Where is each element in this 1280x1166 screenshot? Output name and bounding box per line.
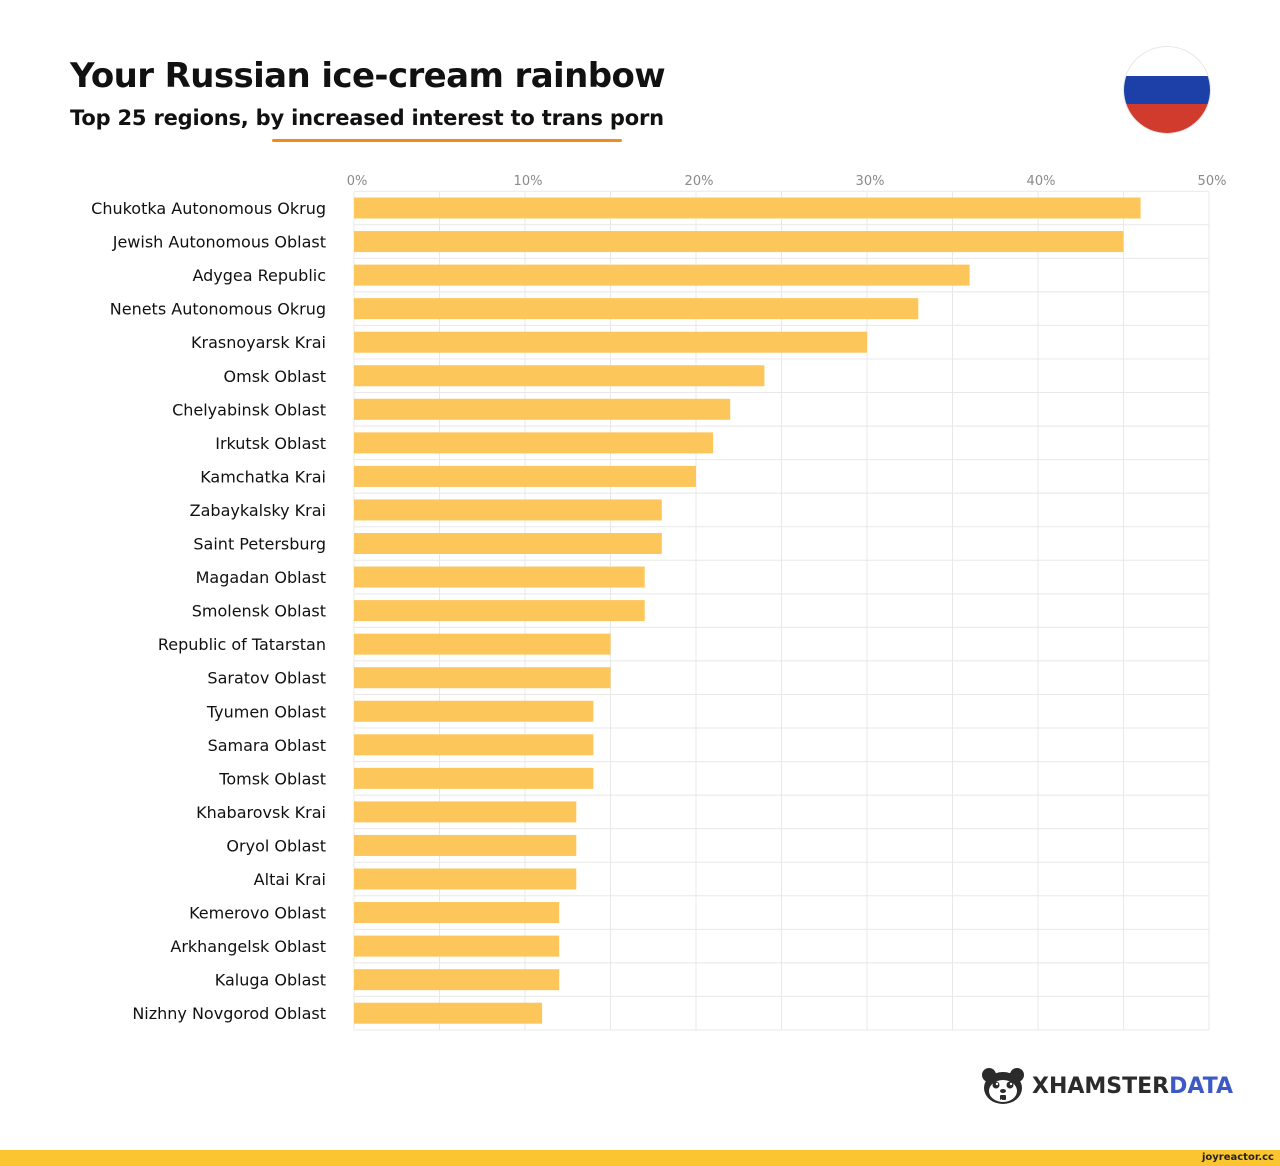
bar — [354, 734, 594, 756]
bar — [354, 600, 645, 622]
chart-title: Your Russian ice-cream rainbow — [70, 56, 666, 96]
bar-chart: 0% 10% 20% 30% 40% 50% Chukotka Autonomous Ok… — [91, 174, 1227, 1031]
x-tick-label: 50% — [1198, 174, 1227, 189]
bar — [354, 533, 662, 554]
bar — [354, 935, 560, 957]
category-label: Irkutsk Oblast — [215, 434, 326, 453]
brand-name: XHAMSTERDATA — [1032, 1074, 1233, 1099]
bar — [354, 834, 577, 856]
category-label: Nenets Autonomous Okrug — [110, 300, 326, 319]
bars — [354, 197, 1141, 1024]
category-label: Chelyabinsk Oblast — [172, 400, 326, 419]
category-label: Kemerovo Oblast — [189, 904, 326, 923]
category-label: Saratov Oblast — [207, 669, 326, 688]
category-label: Magadan Oblast — [196, 568, 326, 587]
bar — [354, 801, 577, 823]
bar — [354, 197, 1141, 219]
bar — [354, 767, 594, 789]
brand-name-part1: XHAMSTER — [1032, 1073, 1170, 1099]
bar — [354, 499, 662, 521]
category-label: Zabaykalsky Krai — [190, 501, 326, 520]
brand-name-part2: DATA — [1169, 1073, 1234, 1099]
category-label: Tyumen Oblast — [206, 702, 326, 721]
category-label: Arkhangelsk Oblast — [170, 937, 326, 956]
category-label: Altai Krai — [254, 870, 326, 889]
bar — [354, 868, 577, 890]
category-label: Khabarovsk Krai — [196, 803, 326, 822]
bar — [354, 331, 867, 353]
bar — [354, 902, 560, 924]
brand-logo: XHAMSTERDATA — [980, 1066, 1233, 1106]
bar — [354, 465, 696, 487]
bar — [354, 633, 611, 655]
chart-subtitle: Top 25 regions, by increased interest to… — [70, 106, 664, 130]
category-label: Jewish Autonomous Oblast — [112, 233, 326, 252]
flag-stripe-blue — [1124, 75, 1210, 105]
category-label: Nizhny Novgorod Oblast — [132, 1004, 326, 1023]
x-tick-label: 20% — [685, 174, 714, 189]
x-tick-label: 10% — [514, 174, 543, 189]
x-tick-label: 0% — [347, 174, 368, 189]
footer-bar — [0, 1150, 1280, 1166]
category-label: Kamchatka Krai — [200, 467, 326, 486]
bar — [354, 298, 919, 320]
x-axis-ticks: 0% 10% 20% 30% 40% 50% — [347, 174, 1227, 189]
bar — [354, 969, 560, 991]
category-label: Kaluga Oblast — [215, 971, 326, 990]
bar — [354, 398, 731, 420]
bar — [354, 365, 765, 387]
x-tick-label: 30% — [856, 174, 885, 189]
hamster-logo-icon — [982, 1068, 1024, 1104]
grid-lines — [353, 190, 1210, 1031]
category-label: Oryol Oblast — [226, 836, 326, 855]
bar — [354, 231, 1124, 253]
category-label: Adygea Republic — [192, 266, 326, 285]
category-label: Smolensk Oblast — [192, 602, 326, 621]
footer-watermark: joyreactor.cc — [1201, 1152, 1274, 1163]
bar — [354, 264, 970, 286]
category-label: Omsk Oblast — [224, 367, 326, 386]
bar — [354, 566, 645, 588]
category-label: Chukotka Autonomous Okrug — [91, 199, 326, 218]
bar — [354, 432, 714, 454]
x-tick-label: 40% — [1027, 174, 1056, 189]
category-label: Tomsk Oblast — [218, 769, 326, 788]
category-label: Saint Petersburg — [193, 535, 326, 554]
category-label: Krasnoyarsk Krai — [191, 333, 326, 352]
bar — [354, 1002, 543, 1024]
bar — [354, 667, 611, 689]
category-label: Samara Oblast — [208, 736, 326, 755]
bar — [354, 700, 594, 722]
category-labels: Chukotka Autonomous Okrug Jewish Autonomo… — [91, 199, 326, 1023]
category-label: Republic of Tatarstan — [158, 635, 326, 654]
subtitle-underline — [272, 139, 622, 142]
